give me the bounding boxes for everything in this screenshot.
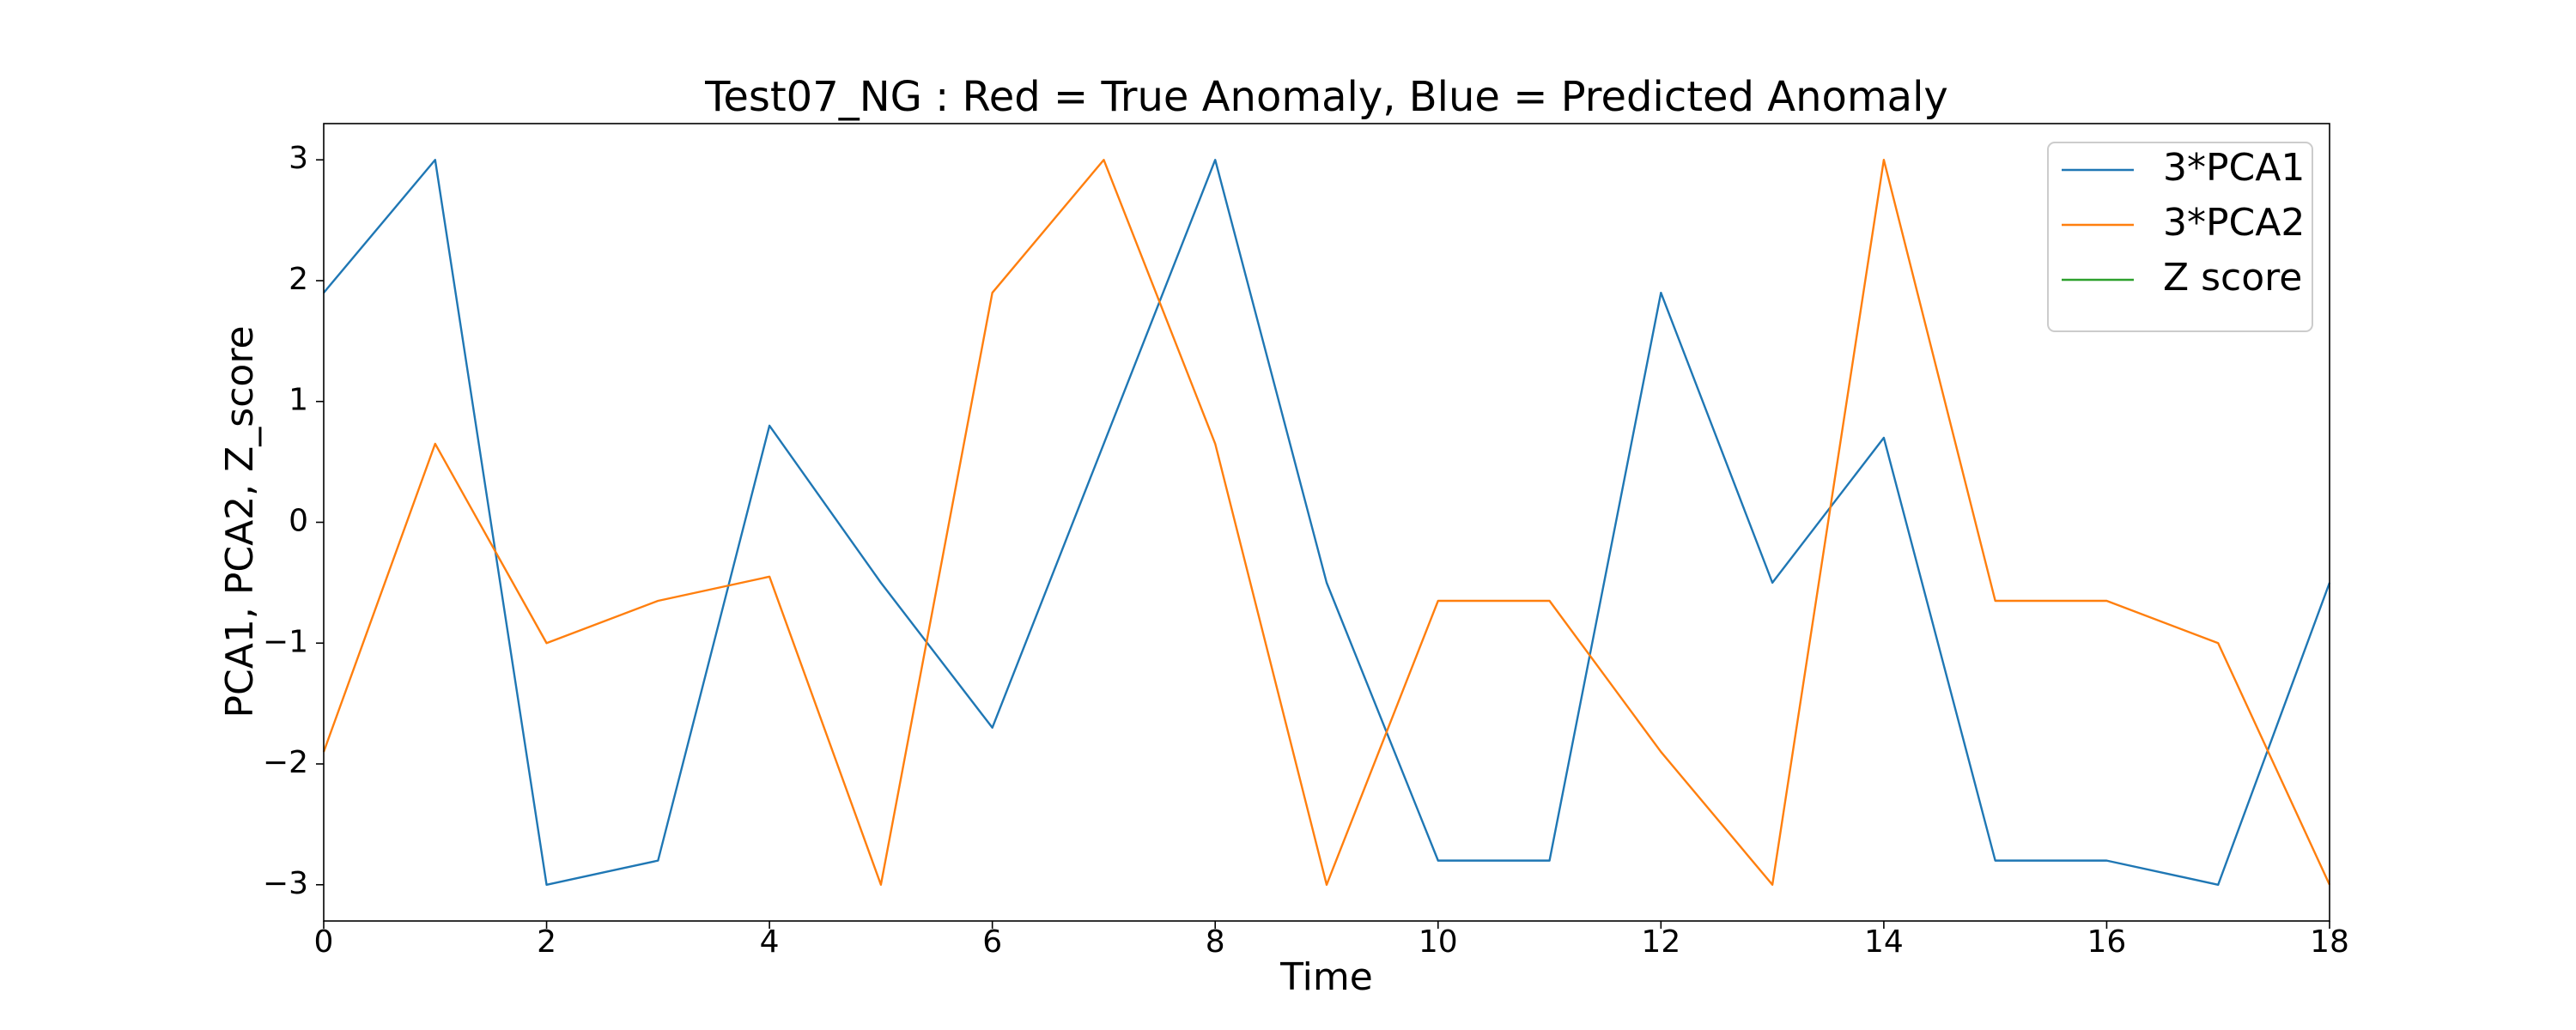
y-axis-label: PCA1, PCA2, Z_score	[218, 325, 262, 718]
x-tick-label: 14	[1864, 924, 1904, 960]
y-tick-label: 3	[289, 141, 308, 176]
y-tick-label: 1	[289, 383, 308, 418]
x-axis-label: Time	[1279, 955, 1373, 999]
legend-box	[2047, 142, 2313, 332]
legend-label: 3*PCA1	[2163, 146, 2305, 190]
x-tick-label: 0	[314, 924, 334, 960]
chart-title: Test07_NG : Red = True Anomaly, Blue = P…	[704, 73, 1948, 121]
axes-frame	[323, 123, 2330, 922]
y-tick-label: −1	[263, 624, 308, 659]
x-tick-label: 16	[2087, 924, 2127, 960]
x-tick-label: 10	[1419, 924, 1458, 960]
y-tick-label: 2	[289, 262, 308, 297]
x-tick-label: 4	[760, 924, 780, 960]
y-tick-label: 0	[289, 504, 308, 539]
y-tick-label: −3	[263, 866, 308, 901]
line-series	[323, 159, 2331, 886]
line-series	[322, 159, 2331, 886]
x-tick-label: 18	[2310, 924, 2349, 960]
x-tick-label: 6	[982, 924, 1002, 960]
y-tick-label: −2	[263, 745, 308, 780]
legend-label: Z score	[2163, 256, 2302, 300]
legend-label: 3*PCA2	[2163, 201, 2305, 245]
x-tick-label: 8	[1206, 924, 1225, 960]
x-tick-label: 12	[1641, 924, 1680, 960]
x-tick-label: 2	[537, 924, 556, 960]
